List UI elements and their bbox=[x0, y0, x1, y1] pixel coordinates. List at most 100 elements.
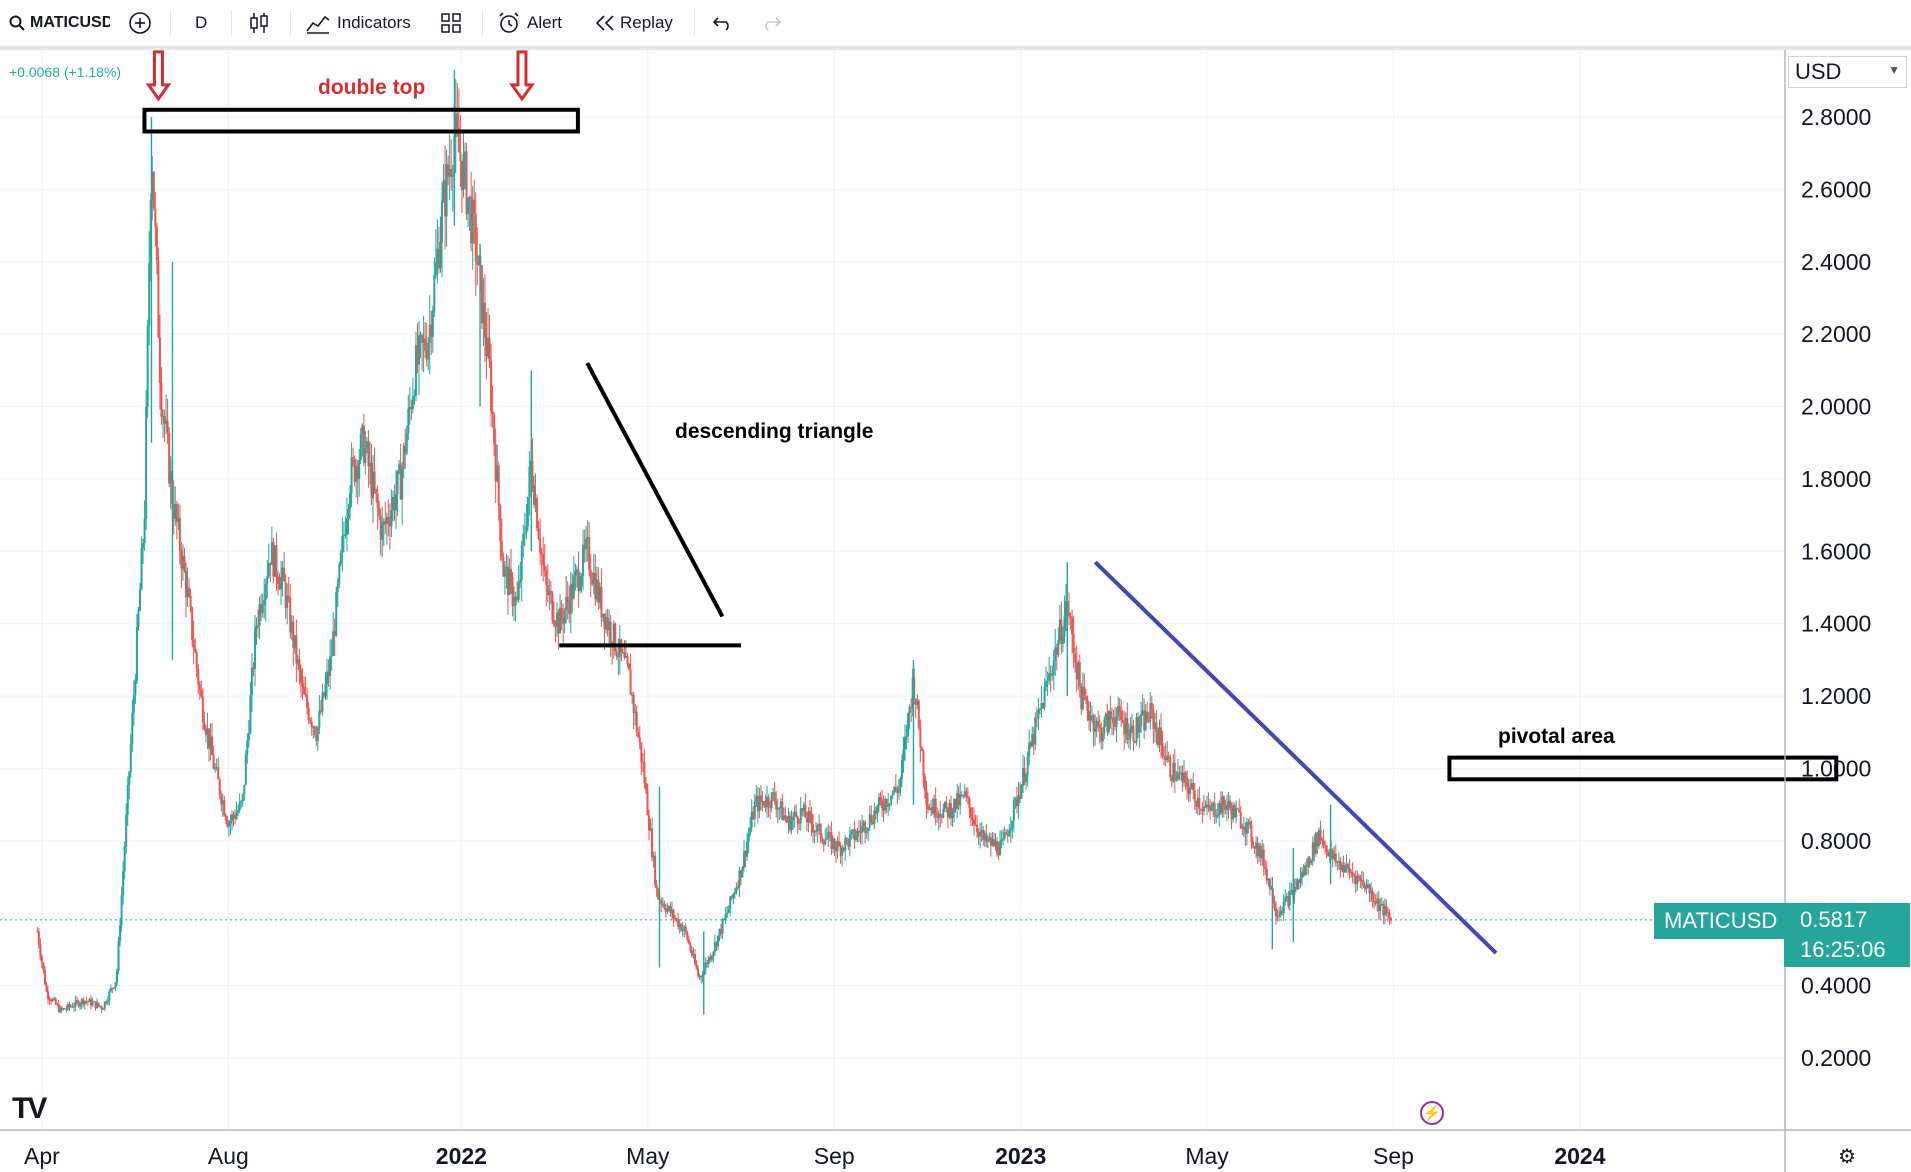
candle-body bbox=[730, 896, 733, 899]
candle-body bbox=[425, 350, 428, 360]
candle-body bbox=[1368, 884, 1371, 894]
candle-body bbox=[1028, 742, 1031, 757]
chart-type-button[interactable] bbox=[248, 0, 270, 46]
layouts-button[interactable] bbox=[440, 0, 462, 46]
candle-body bbox=[243, 784, 246, 795]
candle-body bbox=[1380, 903, 1383, 906]
candle-body bbox=[1126, 717, 1129, 740]
undo-button[interactable] bbox=[712, 0, 734, 46]
candle-body bbox=[1221, 796, 1224, 814]
replay-button[interactable]: Replay bbox=[594, 0, 673, 46]
candle-body bbox=[135, 626, 138, 681]
bar-countdown: 16:25:06 bbox=[1800, 937, 1886, 962]
candle-body bbox=[910, 707, 913, 709]
candle-body bbox=[989, 837, 992, 846]
top-toolbar: MATICUSD D Indicators Alert bbox=[0, 0, 1911, 50]
candle-body bbox=[200, 689, 203, 697]
candle-body bbox=[713, 942, 716, 952]
candle-body bbox=[692, 954, 695, 956]
price-chart[interactable]: double top descending triangle pivotal are… bbox=[0, 50, 1911, 1172]
candle-body bbox=[63, 1008, 66, 1010]
candle-body bbox=[1377, 898, 1380, 911]
candle-body bbox=[825, 838, 828, 840]
down-arrow-icon bbox=[509, 50, 535, 102]
candle-body bbox=[815, 830, 818, 832]
candle-body bbox=[209, 736, 212, 749]
compare-symbol-button[interactable] bbox=[128, 0, 152, 46]
candle-body bbox=[1294, 887, 1297, 890]
candle-body bbox=[543, 565, 546, 572]
candle-body bbox=[264, 583, 267, 601]
candle-body bbox=[194, 648, 197, 653]
price-change-readout: +0.0068 (+1.18%) bbox=[9, 64, 122, 80]
candle-body bbox=[1190, 783, 1193, 789]
candle-body bbox=[1055, 647, 1058, 656]
candle-body bbox=[1100, 727, 1103, 742]
candle-body bbox=[954, 798, 957, 809]
candle-body bbox=[718, 928, 721, 936]
candle-body bbox=[1008, 830, 1011, 837]
redo-button[interactable] bbox=[760, 0, 782, 46]
time-axis-label: 2022 bbox=[436, 1143, 487, 1169]
candle-body bbox=[744, 851, 747, 857]
currency-select[interactable]: USD ▼ bbox=[1788, 56, 1907, 88]
candle-body bbox=[647, 815, 650, 831]
candle-body bbox=[551, 593, 554, 620]
candle-body bbox=[1258, 846, 1261, 857]
candle-body bbox=[89, 999, 92, 1006]
candle-body bbox=[353, 458, 356, 482]
candle-body bbox=[792, 816, 795, 821]
candle-body bbox=[408, 406, 411, 409]
candle-body bbox=[252, 667, 255, 670]
candle-body bbox=[224, 815, 227, 821]
candle-body bbox=[163, 416, 166, 424]
candle-body bbox=[695, 963, 698, 969]
candle-body bbox=[493, 414, 496, 445]
alert-button[interactable]: Alert bbox=[497, 0, 562, 46]
candle-body bbox=[358, 459, 361, 479]
tradingview-logo[interactable]: TV bbox=[12, 1092, 47, 1125]
annotation-pivotal-area: pivotal area bbox=[1498, 725, 1615, 748]
lightning-icon[interactable]: ⚡ bbox=[1420, 1101, 1444, 1125]
candle-body bbox=[424, 338, 427, 351]
candle-body bbox=[220, 794, 223, 805]
candle-body bbox=[1229, 800, 1232, 809]
candle-body bbox=[214, 768, 217, 770]
candle-body bbox=[1110, 717, 1113, 719]
candle-body bbox=[80, 999, 83, 1005]
candle-body bbox=[376, 493, 379, 509]
candle-body bbox=[1301, 871, 1304, 878]
candle-body bbox=[813, 830, 816, 833]
candle-body bbox=[738, 870, 741, 888]
candle-body bbox=[750, 811, 753, 828]
candle-body bbox=[801, 808, 804, 812]
candle-body bbox=[109, 988, 112, 992]
candle-body bbox=[368, 463, 371, 467]
indicators-button[interactable]: Indicators bbox=[305, 0, 411, 46]
trendline bbox=[1093, 560, 1498, 955]
candle-body bbox=[359, 433, 362, 460]
price-axis-label: 2.4000 bbox=[1801, 249, 1871, 275]
candle-body bbox=[1389, 917, 1392, 921]
candle-body bbox=[868, 814, 871, 828]
candle-body bbox=[59, 1007, 62, 1012]
candle-body bbox=[57, 1004, 60, 1012]
candle-body bbox=[70, 1006, 73, 1008]
candle-body bbox=[477, 255, 480, 265]
symbol-search[interactable]: MATICUSD bbox=[8, 0, 110, 46]
candle-body bbox=[226, 820, 229, 827]
candle-body bbox=[307, 707, 310, 721]
candle-body bbox=[844, 838, 847, 851]
candle-body bbox=[638, 736, 641, 743]
candle-body bbox=[146, 325, 149, 407]
candle-body bbox=[969, 808, 972, 819]
candle-body bbox=[74, 1000, 77, 1007]
interval-button[interactable]: D bbox=[195, 0, 207, 46]
candle-body bbox=[522, 534, 525, 546]
candle-body bbox=[444, 180, 447, 217]
candle-body bbox=[1121, 720, 1124, 723]
interval-label: D bbox=[195, 13, 208, 32]
candle-body bbox=[552, 619, 555, 625]
chart-drawings[interactable]: double top descending triangle pivotal are… bbox=[142, 50, 1839, 955]
gear-icon[interactable]: ⚙ bbox=[1838, 1146, 1856, 1168]
